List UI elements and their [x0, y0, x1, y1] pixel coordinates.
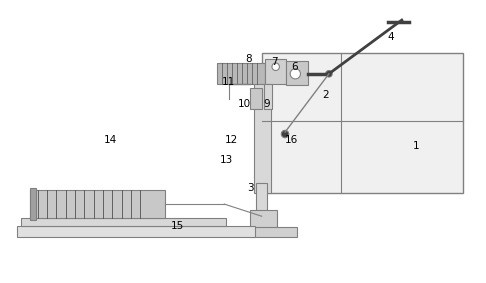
Text: 15: 15	[171, 220, 184, 231]
Text: 7: 7	[272, 57, 278, 67]
Text: 3: 3	[247, 183, 254, 193]
Bar	[261, 53, 463, 193]
Bar	[30, 190, 165, 218]
Bar	[250, 88, 261, 109]
Text: 13: 13	[220, 155, 233, 165]
Circle shape	[272, 63, 279, 70]
Bar	[21, 218, 226, 226]
Bar	[17, 226, 255, 237]
Text: 16: 16	[285, 135, 298, 145]
Text: 6: 6	[291, 62, 298, 72]
Circle shape	[257, 212, 266, 221]
Text: 14: 14	[104, 135, 117, 145]
Circle shape	[281, 130, 289, 138]
Bar	[254, 67, 271, 193]
Text: 1: 1	[413, 141, 419, 151]
Text: 8: 8	[245, 54, 252, 64]
Bar	[265, 59, 286, 83]
Bar	[250, 210, 277, 230]
Text: 2: 2	[322, 90, 329, 100]
Bar	[30, 188, 35, 220]
Text: 12: 12	[225, 135, 239, 145]
Text: 4: 4	[387, 32, 394, 42]
Bar	[250, 228, 297, 237]
Circle shape	[326, 70, 332, 77]
Bar	[217, 63, 265, 83]
Text: 10: 10	[238, 99, 251, 109]
Bar	[256, 183, 267, 216]
Bar	[264, 83, 272, 109]
Bar	[286, 61, 309, 85]
Text: 11: 11	[222, 77, 235, 87]
Text: 9: 9	[263, 99, 270, 109]
Circle shape	[290, 69, 300, 79]
